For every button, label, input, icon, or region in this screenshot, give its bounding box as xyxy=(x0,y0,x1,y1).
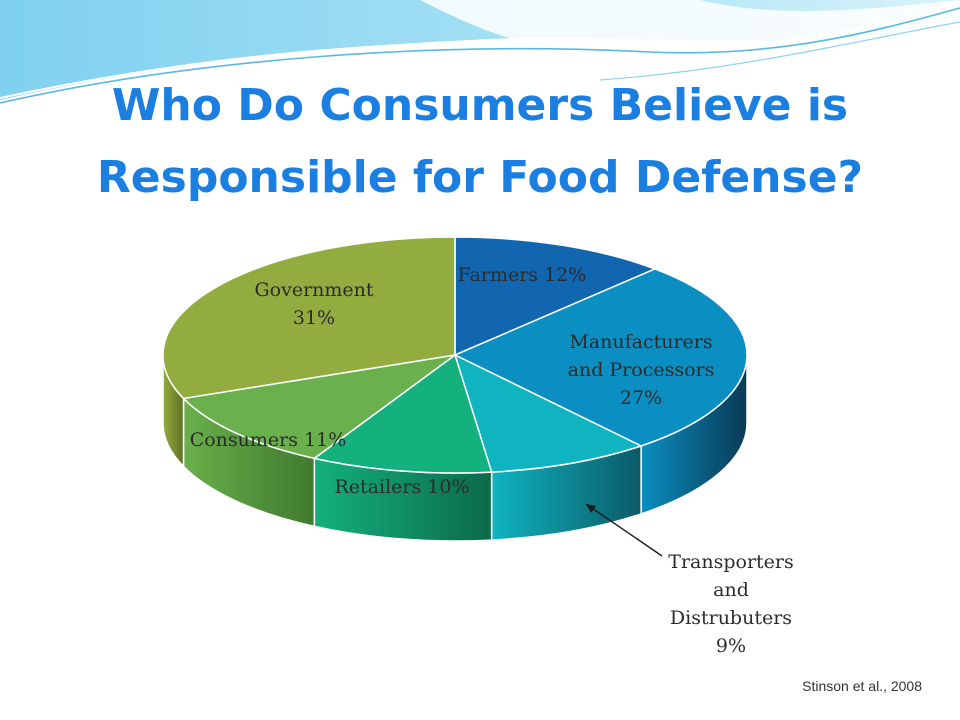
slice-label-line: 27% xyxy=(620,387,662,409)
slice-label-line: Government xyxy=(254,279,373,301)
pie-slice-retailers xyxy=(312,353,493,474)
title-line-2: Responsible for Food Defense? xyxy=(96,152,864,203)
slice-label-line: and xyxy=(713,579,749,601)
leader-arrowhead xyxy=(586,504,596,513)
slice-label-retailers: Retailers 10% xyxy=(334,476,469,498)
slice-label-line: Distrubuters xyxy=(670,607,792,629)
slice-label-line: Consumers 11% xyxy=(190,429,347,451)
slide-title: Who Do Consumers Believe is Responsible … xyxy=(0,70,960,214)
pie-slice-consumers xyxy=(181,354,456,460)
slice-label-transporters-and-distrubuters: Transporters and Distrubuters 9% xyxy=(668,551,793,657)
slice-label-line: Manufacturers xyxy=(569,331,712,353)
title-line-1: Who Do Consumers Believe is xyxy=(111,80,849,131)
slice-label-consumers: Consumers 11% xyxy=(190,429,347,451)
slice-label-farmers: Farmers 12% xyxy=(458,264,587,286)
slice-label-line: 9% xyxy=(716,635,746,657)
slice-label-line: Farmers 12% xyxy=(458,264,587,286)
slice-label-line: Transporters xyxy=(668,551,793,573)
slice-label-government: Government 31% xyxy=(254,279,373,329)
slice-label-manufacturers-and-processors: Manufacturers and Processors 27% xyxy=(568,331,715,409)
wave-decoration xyxy=(0,0,960,104)
source-citation: Stinson et al., 2008 xyxy=(802,678,922,694)
slice-label-line: Retailers 10% xyxy=(334,476,469,498)
pie-slice-farmers xyxy=(454,236,657,357)
slice-label-line: and Processors xyxy=(568,359,715,381)
pie-top xyxy=(162,236,748,474)
pie-slice-transporters-and-distrubuters xyxy=(453,353,644,473)
leader-line-transporters xyxy=(585,503,663,557)
pie-slice-government xyxy=(162,236,456,400)
pie-slice-manufacturers-and-processors xyxy=(453,268,748,447)
slice-label-line: 31% xyxy=(293,307,335,329)
